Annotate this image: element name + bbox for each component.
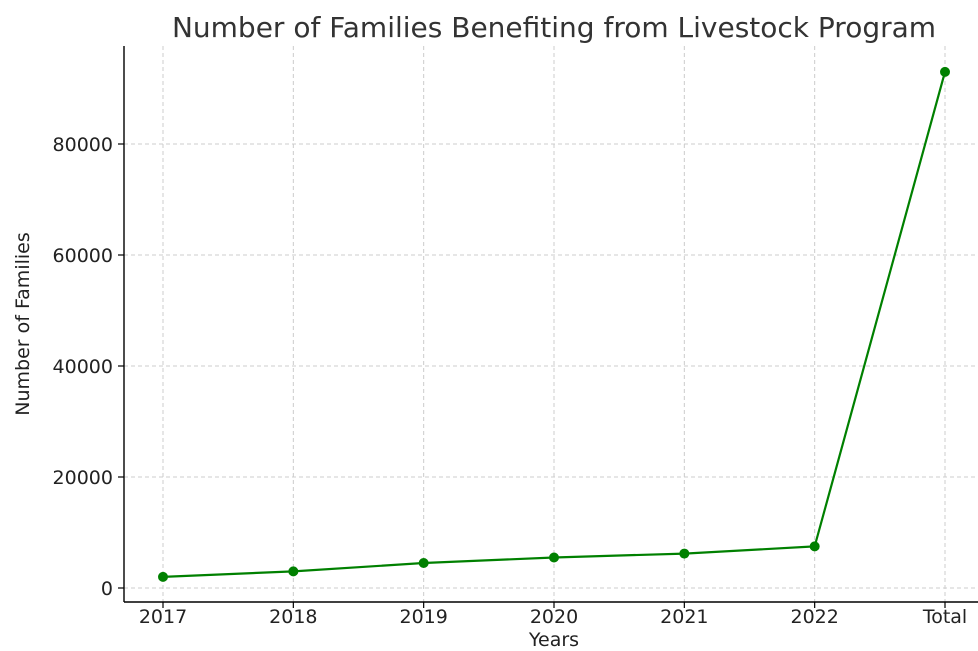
y-tick-label: 80000 [53, 134, 113, 156]
x-tick-label: 2022 [790, 606, 838, 628]
y-tick-label: 60000 [53, 245, 113, 267]
x-ticks: 2017 2018 2019 2020 2021 2022 Total [139, 602, 967, 628]
axes [123, 46, 978, 603]
x-tick-label: 2019 [399, 606, 447, 628]
y-tick-label: 0 [101, 578, 113, 600]
x-tick-label: 2020 [530, 606, 578, 628]
y-ticks: 0 20000 40000 60000 80000 [53, 134, 124, 600]
y-tick-label: 40000 [53, 356, 113, 378]
data-point [679, 548, 690, 559]
x-tick-label: 2018 [269, 606, 317, 628]
data-point [288, 566, 299, 577]
y-axis-label: Number of Families [12, 232, 34, 415]
grid [124, 46, 978, 602]
x-tick-label: Total [922, 606, 967, 628]
data-point [809, 541, 820, 552]
data-point [940, 66, 950, 77]
data-point [158, 571, 168, 582]
series [158, 66, 950, 582]
x-tick-label: 2021 [660, 606, 708, 628]
data-point [418, 558, 429, 569]
data-point [549, 552, 559, 563]
x-tick-label: 2017 [139, 606, 187, 628]
y-tick-label: 20000 [53, 467, 113, 489]
x-axis-label: Years [528, 629, 579, 651]
chart-title: Number of Families Benefiting from Lives… [172, 11, 936, 44]
